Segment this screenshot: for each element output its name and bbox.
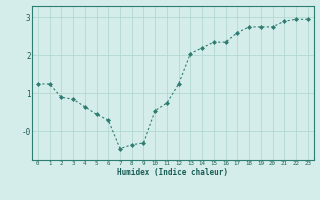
X-axis label: Humidex (Indice chaleur): Humidex (Indice chaleur): [117, 168, 228, 177]
